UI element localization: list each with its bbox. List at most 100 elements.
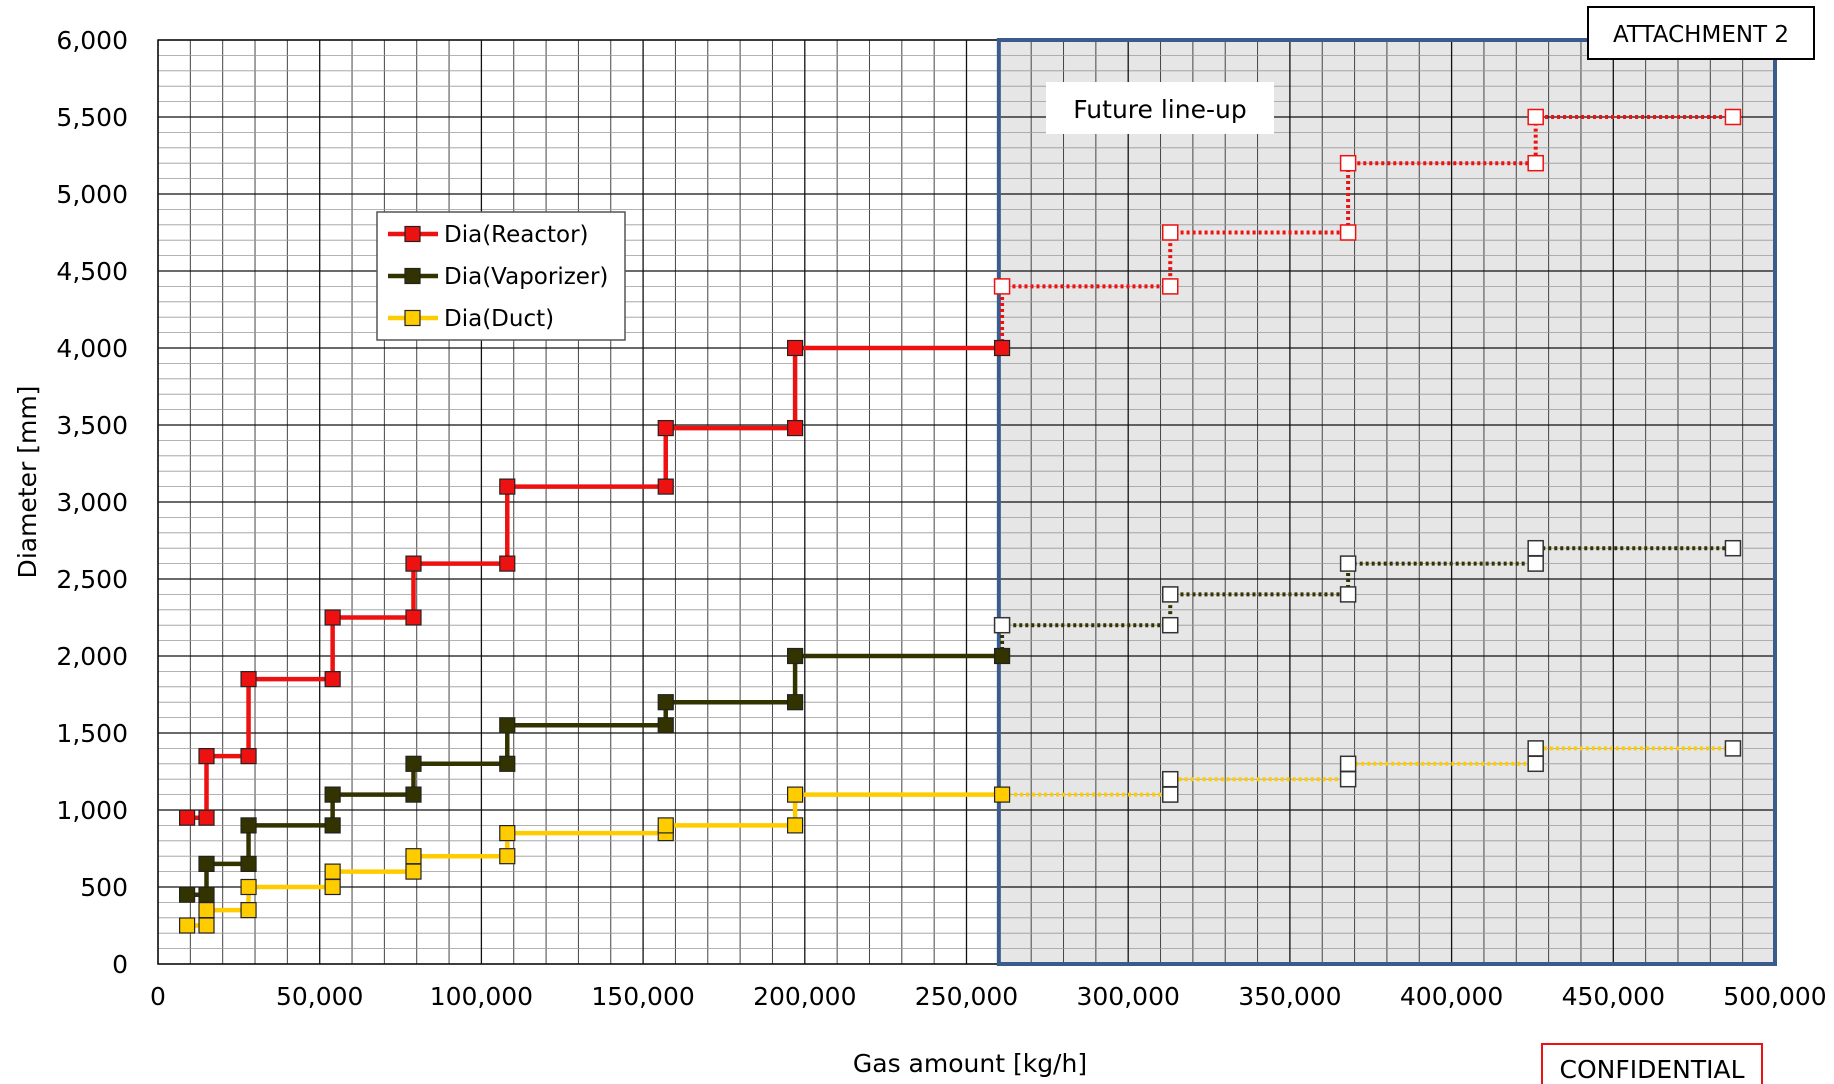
- data-point-dia-vaporizer: [198, 886, 215, 903]
- data-point-dia-vaporizer: [499, 755, 516, 772]
- data-point-dia-reactor: [324, 670, 341, 688]
- future-point-dia-duct: [1161, 770, 1179, 788]
- future-point-dia-duct: [1527, 740, 1544, 757]
- data-point-dia-duct: [324, 878, 341, 896]
- data-point-dia-reactor: [198, 747, 215, 765]
- legend-marker-dia-reactor: [404, 225, 421, 243]
- legend-label-dia-vaporizer: Dia(Vaporizer): [444, 264, 608, 290]
- future-point-dia-vaporizer: [1724, 539, 1742, 557]
- data-point-dia-reactor: [993, 339, 1011, 357]
- confidential-box: CONFIDENTIAL: [1541, 1043, 1763, 1084]
- future-point-dia-reactor: [1527, 154, 1544, 172]
- data-point-dia-vaporizer: [240, 817, 257, 834]
- data-point-dia-duct: [657, 817, 674, 834]
- legend: Dia(Reactor) Dia(Vaporizer) Dia(Duct): [376, 211, 626, 341]
- future-point-dia-vaporizer: [1527, 555, 1544, 572]
- data-point-dia-vaporizer: [198, 855, 215, 873]
- x-tick-label: 0: [150, 982, 166, 1011]
- future-region-border: [996, 38, 1777, 966]
- attachment-frame: [1587, 6, 1815, 60]
- confidential-frame: [1541, 1043, 1763, 1084]
- future-point-dia-reactor: [1339, 224, 1357, 241]
- x-tick-label: 100,000: [430, 982, 533, 1011]
- y-tick-label: 500: [80, 873, 128, 902]
- data-point-dia-vaporizer: [240, 855, 257, 873]
- data-point-dia-vaporizer: [179, 886, 196, 903]
- data-point-dia-duct: [324, 863, 341, 880]
- legend-items: Dia(Reactor) Dia(Vaporizer) Dia(Duct): [388, 222, 608, 332]
- data-point-dia-reactor: [405, 609, 422, 626]
- y-tick-label: 4,500: [56, 257, 128, 286]
- future-point-dia-reactor: [1724, 108, 1742, 126]
- legend-label-dia-reactor: Dia(Reactor): [444, 222, 589, 248]
- y-tick-label: 1,500: [56, 719, 128, 748]
- y-tick-label: 4,000: [56, 334, 128, 363]
- y-tick-label: 2,500: [56, 565, 128, 594]
- future-label-box: Future line-up: [1046, 82, 1274, 134]
- data-point-dia-duct: [786, 786, 804, 803]
- legend-marker-dia-duct: [404, 309, 421, 327]
- y-tick-label: 1,000: [56, 796, 128, 825]
- data-point-dia-duct: [179, 917, 196, 934]
- y-tick-label: 3,500: [56, 411, 128, 440]
- x-tick-label: 500,000: [1723, 982, 1826, 1011]
- data-point-dia-reactor: [786, 339, 804, 357]
- series-line-dia-duct: [187, 792, 1003, 928]
- attachment-box: ATTACHMENT 2: [1587, 6, 1815, 60]
- legend-label-dia-duct: Dia(Duct): [444, 306, 554, 332]
- future-point-dia-duct: [1339, 755, 1357, 773]
- data-point-dia-reactor: [786, 419, 804, 437]
- data-point-dia-reactor: [499, 478, 516, 495]
- y-axis-title: Diameter [mm]: [13, 386, 42, 579]
- data-point-dia-duct: [240, 878, 257, 896]
- y-tick-label: 0: [112, 950, 128, 979]
- y-tick-label: 5,500: [56, 103, 128, 132]
- future-point-dia-vaporizer: [993, 616, 1011, 634]
- data-point-dia-vaporizer: [993, 647, 1011, 665]
- y-tick-label: 6,000: [56, 26, 128, 55]
- data-point-dia-reactor: [657, 419, 674, 437]
- y-tick-label: 3,000: [56, 488, 128, 517]
- future-point-dia-vaporizer: [1161, 616, 1179, 634]
- future-point-dia-vaporizer: [1339, 586, 1357, 603]
- data-point-dia-duct: [240, 901, 257, 919]
- x-axis-title: Gas amount [kg/h]: [853, 1049, 1087, 1078]
- x-tick-label: 450,000: [1562, 982, 1665, 1011]
- x-tick-label: 250,000: [915, 982, 1018, 1011]
- future-point-dia-duct: [1527, 755, 1544, 773]
- y-tick-label: 2,000: [56, 642, 128, 671]
- x-tick-label: 400,000: [1400, 982, 1503, 1011]
- data-point-dia-reactor: [240, 670, 257, 688]
- data-point-dia-reactor: [499, 555, 516, 572]
- legend-marker-dia-vaporizer: [404, 267, 421, 285]
- data-point-dia-vaporizer: [324, 817, 341, 834]
- future-point-dia-vaporizer: [1527, 539, 1544, 557]
- attachment-label: ATTACHMENT 2: [1613, 22, 1789, 48]
- data-point-dia-duct: [198, 901, 215, 919]
- future-point-dia-reactor: [993, 278, 1011, 295]
- data-point-dia-duct: [993, 786, 1011, 803]
- future-point-dia-reactor: [1527, 108, 1544, 126]
- future-label-background: [1046, 82, 1274, 134]
- data-point-dia-reactor: [198, 809, 215, 826]
- future-label: Future line-up: [1073, 95, 1246, 124]
- data-point-dia-duct: [786, 817, 804, 834]
- future-point-dia-duct: [1724, 740, 1742, 757]
- future-point-dia-reactor: [1339, 154, 1357, 172]
- future-point-dia-vaporizer: [1339, 555, 1357, 572]
- series-line-dia-vaporizer: [187, 653, 1003, 897]
- data-point-dia-duct: [198, 917, 215, 934]
- x-tick-label: 150,000: [591, 982, 694, 1011]
- data-point-dia-vaporizer: [786, 694, 804, 711]
- future-point-dia-reactor: [1161, 224, 1179, 241]
- data-point-dia-vaporizer: [405, 786, 422, 803]
- x-tick-label: 300,000: [1077, 982, 1180, 1011]
- data-point-dia-reactor: [657, 478, 674, 495]
- y-tick-label: 5,000: [56, 180, 128, 209]
- data-point-dia-vaporizer: [657, 717, 674, 734]
- data-point-dia-vaporizer: [786, 647, 804, 665]
- future-point-dia-reactor: [1161, 278, 1179, 295]
- confidential-label: CONFIDENTIAL: [1559, 1055, 1744, 1084]
- data-point-dia-vaporizer: [324, 786, 341, 803]
